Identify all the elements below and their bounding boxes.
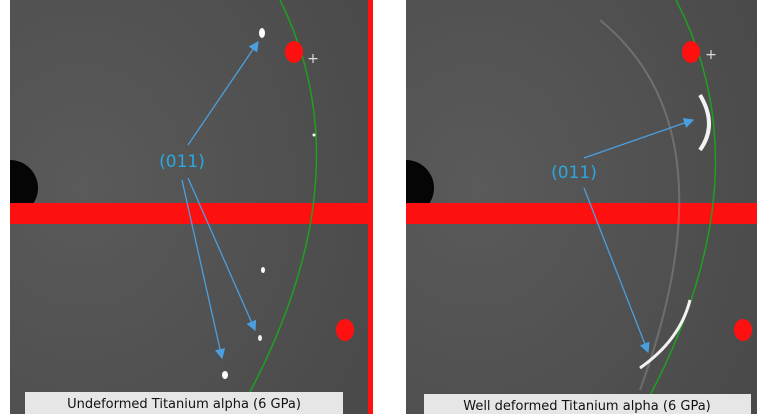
- caption: Well deformed Titanium alpha (6 GPa): [463, 399, 711, 414]
- mask-dot: [734, 319, 752, 341]
- panel-right: + (011) Well deformed Titanium alpha (6 …: [406, 0, 757, 414]
- spot: [259, 28, 265, 38]
- plane-label: (011): [551, 163, 597, 183]
- figure: + (011) Undeformed Titanium alpha (6 GPa…: [0, 0, 757, 414]
- mask-bar: [406, 203, 757, 224]
- cross: +: [307, 51, 319, 67]
- cross: +: [705, 47, 717, 63]
- mask-dot: [336, 319, 354, 341]
- panel-left: + (011) Undeformed Titanium alpha (6 GPa…: [10, 0, 373, 414]
- mask-dot: [285, 41, 303, 63]
- mask-dot: [682, 41, 700, 63]
- spot: [258, 335, 262, 341]
- plane-label: (011): [159, 152, 205, 172]
- spot: [313, 134, 316, 137]
- mask-edge: [368, 0, 373, 414]
- spot: [261, 267, 265, 273]
- spot: [222, 371, 228, 379]
- caption: Undeformed Titanium alpha (6 GPa): [67, 397, 301, 412]
